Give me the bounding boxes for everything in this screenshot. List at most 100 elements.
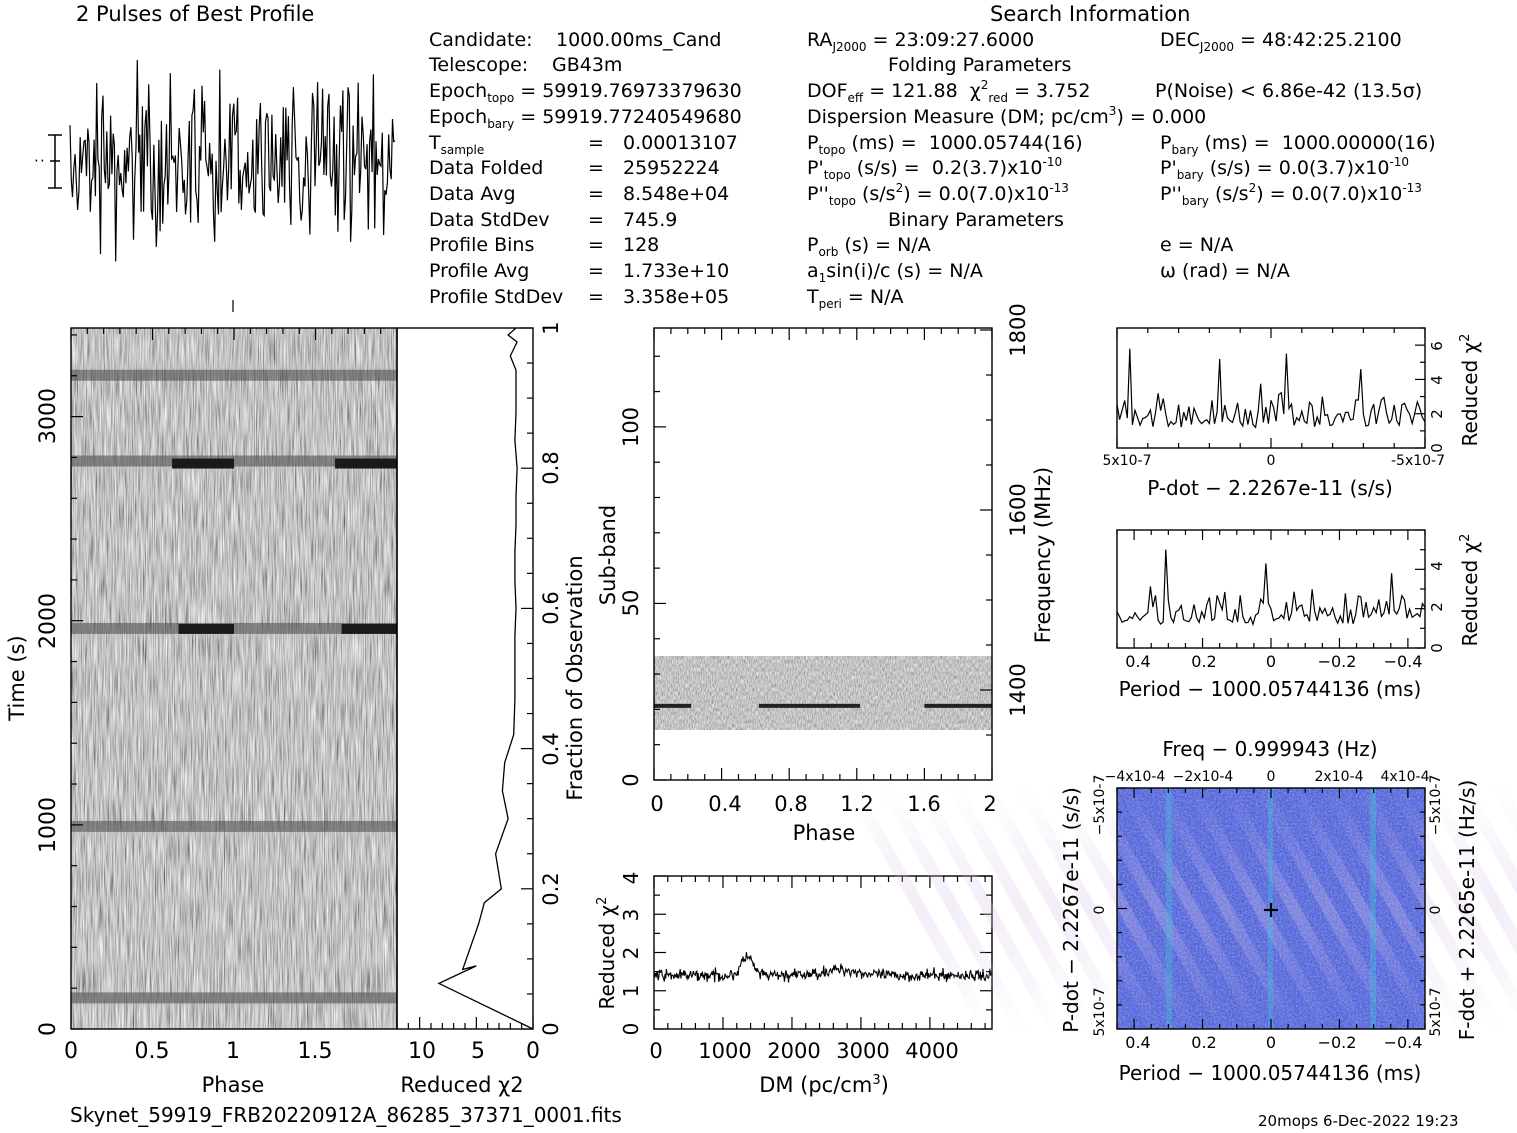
frequency-ylabel: Frequency (MHz) bbox=[1031, 467, 1055, 643]
period-ylabel: Reduced χ2 bbox=[1458, 534, 1482, 647]
plane-streak bbox=[879, 788, 1029, 1029]
subband-ylabel: Sub-band bbox=[596, 505, 620, 605]
sb-phase-tick-0.4: 0.4 bbox=[708, 792, 741, 816]
plane-streak bbox=[1423, 788, 1517, 955]
freq-tick-1400: 1400 bbox=[1006, 663, 1030, 716]
pdot-xtick-left: 5x10-7 bbox=[1103, 453, 1152, 469]
omega-row: ω (rad) = N/A bbox=[1160, 260, 1290, 282]
frac-ylabel: Fraction of Observation bbox=[563, 555, 587, 800]
ra-value: 23:09:27.6000 bbox=[894, 29, 1035, 51]
p-topo-row: Ptopo (ms) = 1000.05744(16) bbox=[807, 132, 1083, 157]
tp-dark-row bbox=[71, 820, 397, 832]
period-ytick-0: 0 bbox=[1428, 643, 1446, 653]
phase-tick-0: 0 bbox=[64, 1039, 78, 1064]
tp-dark-segment bbox=[172, 458, 234, 469]
plane-ylabel: P-dot − 2.2267e-11 (s/s) bbox=[1059, 787, 1083, 1033]
period-ytick-4: 4 bbox=[1428, 561, 1446, 571]
subband-xlabel: Phase bbox=[793, 821, 856, 845]
profile-avg-label: Profile Avg bbox=[429, 260, 530, 282]
pd-topo-row: P'topo (s/s) = 0.2(3.7)x10-10 bbox=[807, 155, 1063, 182]
candidate-label: Candidate: bbox=[429, 29, 533, 51]
plane-y2tick-2: 5x10-7 bbox=[1428, 988, 1444, 1037]
profile-errorbar bbox=[48, 134, 62, 189]
data-avg-label: Data Avg bbox=[429, 183, 516, 205]
chi2-red-value: 3.752 bbox=[1036, 80, 1091, 102]
plane-streak bbox=[1015, 788, 1165, 1029]
time-phase-xlabel: Phase bbox=[202, 1073, 265, 1097]
plane-x2tick-2: 0 bbox=[1267, 769, 1276, 785]
plane-streak bbox=[1457, 788, 1517, 895]
pdot-xtick-0: 0 bbox=[1267, 453, 1276, 469]
svg-text:·: · bbox=[34, 152, 39, 170]
pdot-ytick-0: 0 bbox=[1428, 443, 1446, 453]
phase-tick-1: 1 bbox=[226, 1039, 240, 1064]
plane-streak bbox=[1321, 788, 1471, 1029]
plane-xtick-0: 0.4 bbox=[1125, 1033, 1150, 1052]
chi2t-tick-10: 10 bbox=[408, 1039, 436, 1064]
data-std-label: Data StdDev bbox=[429, 209, 550, 231]
dm-tick-4000: 4000 bbox=[905, 1039, 958, 1063]
dm-ytick-2: 2 bbox=[619, 947, 643, 960]
chi2-period-trace bbox=[1116, 549, 1426, 627]
tp-dark-segment bbox=[335, 458, 397, 469]
dm-ytick-0: 0 bbox=[619, 1023, 643, 1036]
folding-title: Folding Parameters bbox=[888, 54, 1072, 76]
dm-xlabel: DM (pc/cm3) bbox=[759, 1073, 889, 1097]
plane-peak-marker bbox=[1264, 903, 1278, 917]
dm-value: ) = 0.000 bbox=[1116, 106, 1207, 128]
footer-filename: Skynet_59919_FRB20220912A_86285_37371_00… bbox=[70, 1103, 622, 1127]
pd-bary-value: 0.0(3.7)x10 bbox=[1278, 157, 1390, 179]
tp-dark-segment bbox=[178, 623, 234, 634]
chi2-dm-trace bbox=[653, 952, 993, 983]
time-phase-plot: 0 0.5 1 1.5 Phase 0 1000 2000 3000 Time … bbox=[5, 300, 398, 1097]
epoch-topo-value: 59919.76973379630 bbox=[542, 80, 742, 102]
plane-xtick-1: 0.2 bbox=[1191, 1033, 1216, 1052]
porb-row: Porb (s) = N/A bbox=[807, 234, 931, 259]
plane-streak bbox=[845, 788, 995, 1029]
pdot-ytick-6: 6 bbox=[1428, 341, 1446, 351]
plane-ytick-2: −5x10-7 bbox=[1092, 775, 1108, 836]
sb-tick-50: 50 bbox=[619, 590, 643, 617]
sb-phase-tick-0: 0 bbox=[650, 792, 663, 816]
frac-tick-0.4: 0.4 bbox=[539, 732, 563, 765]
profile-bins-label: Profile Bins bbox=[429, 234, 535, 256]
tp-dark-segment bbox=[341, 623, 397, 634]
telescope-value: GB43m bbox=[552, 54, 623, 76]
period-xtick-0: 0 bbox=[1266, 652, 1276, 671]
time-phase-dark-rows bbox=[71, 369, 397, 1004]
plane-y2tick-1: 0 bbox=[1428, 906, 1444, 915]
plane-xtick-3: −0.2 bbox=[1318, 1033, 1357, 1052]
dm-plot: 0 1000 2000 3000 4000 DM (pc/cm3) 0 1 2 … bbox=[595, 872, 993, 1097]
time-tick-1000: 1000 bbox=[36, 797, 61, 853]
dm-tick-2000: 2000 bbox=[767, 1039, 820, 1063]
telescope-label: Telescope: bbox=[429, 54, 529, 76]
dec-row: DECJ2000 = 48:42:25.2100 bbox=[1160, 29, 1402, 54]
profile-avg-value: 1.733e+10 bbox=[623, 260, 730, 282]
plane-y2tick-0: −5x10-7 bbox=[1428, 775, 1444, 836]
plane-x2tick-3: 2x10-4 bbox=[1315, 769, 1364, 785]
profile-std-value: 3.358e+05 bbox=[623, 286, 730, 308]
time-tick-3000: 3000 bbox=[36, 388, 61, 444]
pd-topo-value: 0.2(3.7)x10 bbox=[931, 157, 1043, 179]
plane-streak bbox=[1219, 788, 1369, 1029]
subband-dark-segment bbox=[924, 703, 992, 708]
pdot-plot: 5x10-7 0 -5x10-7 P-dot − 2.2267e-11 (s/s… bbox=[1103, 327, 1482, 500]
pdd-bary-value: 0.0(7.0)x10 bbox=[1291, 183, 1403, 205]
p-topo-value: 1000.05744(16) bbox=[928, 132, 1083, 154]
tp-dark-row bbox=[71, 992, 397, 1004]
chi2-pdot-trace bbox=[1116, 348, 1426, 429]
chi2t-tick-0: 0 bbox=[526, 1039, 540, 1064]
pdot-ylabel: Reduced χ2 bbox=[1458, 334, 1482, 447]
chi2t-xlabel: Reduced χ2 bbox=[400, 1073, 523, 1097]
phase-tick-1.5: 1.5 bbox=[298, 1039, 333, 1064]
period-ytick-2: 2 bbox=[1428, 602, 1446, 612]
sb-tick-0: 0 bbox=[619, 773, 643, 786]
chi2-time-plot: 10 5 0 Reduced χ2 0 0.2 0.4 0.6 0.8 1 Fr… bbox=[396, 321, 587, 1097]
subband-dark-segment bbox=[758, 703, 861, 708]
epoch-bary-value: 59919.77240549680 bbox=[542, 106, 742, 128]
plane-ytick-1: 0 bbox=[1092, 906, 1108, 915]
tsample-row: Tsample bbox=[429, 132, 485, 157]
period-xtick-0.4: 0.4 bbox=[1125, 652, 1150, 671]
plane-x2tick-0: −4x10-4 bbox=[1105, 769, 1166, 785]
epoch-topo-row: Epochtopo = 59919.76973379630 bbox=[429, 80, 742, 105]
